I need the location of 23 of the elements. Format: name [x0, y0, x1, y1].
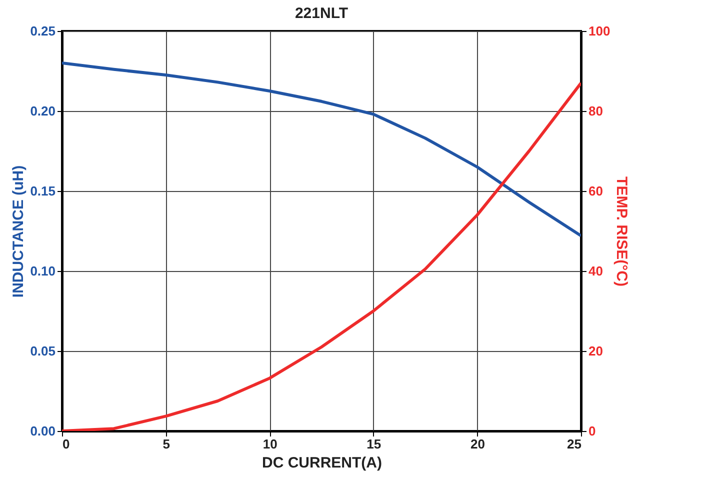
y-tick-label: 0.00 [30, 424, 56, 438]
y2-tick-label: 20 [588, 344, 603, 358]
y-axis-title: INDUCTANCE (uH) [10, 165, 28, 298]
x-axis-title: DC CURRENT(A) [262, 454, 382, 472]
line-series [62, 62, 581, 238]
x-tick-label: 20 [470, 436, 485, 452]
y-tick-label: 0.10 [30, 264, 56, 278]
x-tick-label: 5 [162, 436, 170, 452]
y-tick-label: 0.25 [30, 24, 56, 38]
y2-tick-label: 0 [588, 424, 596, 438]
y-tick-label: 0.15 [30, 184, 56, 198]
y2-tick-label: 60 [588, 184, 603, 198]
y2-axis-title: TEMP. RISE(°C) [613, 176, 630, 286]
y2-tick-label: 80 [588, 104, 603, 118]
y-tick-label: 0.05 [30, 344, 56, 358]
x-tick-label: 25 [567, 436, 582, 452]
y-tick-label: 0.20 [30, 104, 56, 118]
y2-tick-label: 40 [588, 264, 603, 278]
y2-tick-label: 100 [588, 24, 610, 38]
chart-title: 221NLT [294, 5, 348, 22]
x-tick-label: 15 [366, 436, 382, 452]
x-tick-label: 0 [62, 436, 70, 452]
x-tick-label: 10 [262, 436, 278, 452]
